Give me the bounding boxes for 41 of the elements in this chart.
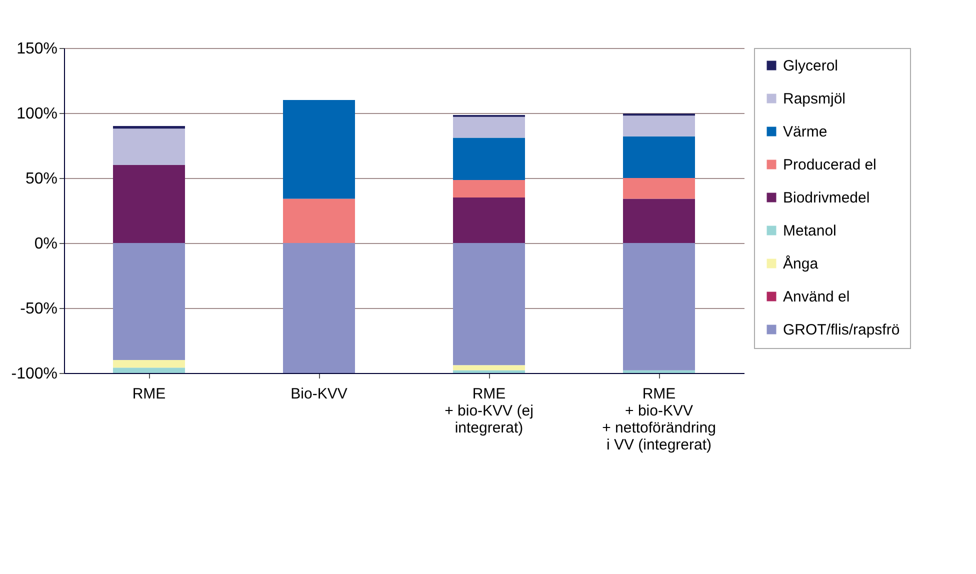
y-tick-label: 150% [16, 40, 58, 58]
bar [113, 243, 185, 360]
legend-label: Biodrivmedel [783, 190, 870, 206]
y-tick-label: -50% [20, 300, 58, 318]
bar [453, 180, 525, 198]
bar [113, 368, 185, 373]
bar [283, 243, 355, 373]
legend-label: GROT/flis/rapsfrö [783, 322, 900, 338]
legend-label: Rapsmjöl [783, 90, 846, 108]
bar [623, 116, 695, 136]
bar [453, 138, 525, 180]
bar [113, 360, 185, 368]
x-tick-label: Bio-KVV [290, 386, 348, 402]
legend-label: Värme [783, 124, 828, 140]
bar [113, 128, 185, 165]
legend-label: Producerad el [783, 156, 876, 174]
bar [623, 198, 695, 243]
y-tick-label: -100% [11, 366, 58, 382]
legend-label: Glycerol [783, 58, 838, 74]
bar [283, 198, 355, 243]
bar [453, 243, 525, 366]
legend-label: Metanol [783, 222, 836, 240]
bar [453, 198, 525, 243]
bar [453, 116, 525, 138]
bar [113, 126, 185, 129]
bar [453, 365, 525, 370]
x-tick-label: RME + bio-KVV (ej integrerat) [444, 386, 534, 436]
legend-label: Använd el [783, 288, 850, 306]
x-tick-label: RME [132, 386, 166, 402]
bar [623, 370, 695, 373]
bar [623, 243, 695, 370]
bar [623, 178, 695, 199]
bar [113, 165, 185, 243]
y-tick-label: 100% [16, 106, 58, 122]
bar [623, 136, 695, 178]
legend-label: Ånga [783, 254, 819, 272]
y-tick-label: 0% [34, 236, 58, 252]
bar [283, 100, 355, 199]
x-tick-label: RME + bio-KVV + nettoförändring i VV (integrerat) [602, 386, 716, 454]
y-tick-label: 50% [25, 170, 58, 188]
bar [453, 370, 525, 373]
